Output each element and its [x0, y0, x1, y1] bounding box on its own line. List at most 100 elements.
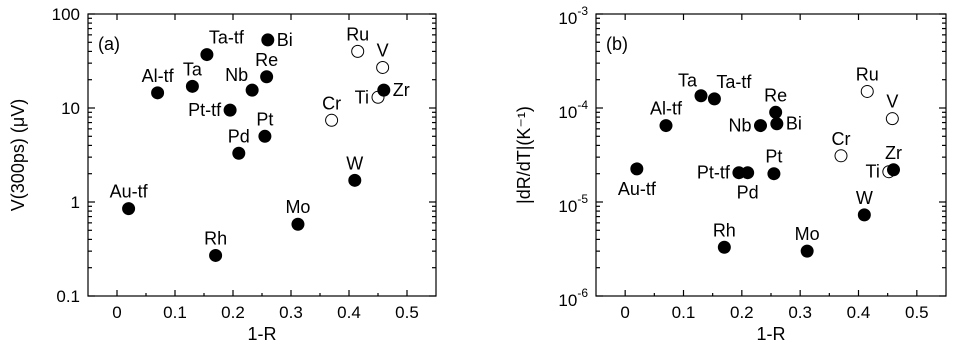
panel-a-x-tick-label: 0.3	[279, 303, 303, 322]
panel-a-point-pt	[258, 129, 272, 143]
panel-a-point-label-ru: Ru	[346, 24, 369, 44]
panel-b-x-tick-label: 0.4	[847, 303, 871, 322]
panel-a-point-label-w: W	[346, 153, 363, 173]
panel-b-x-axis-label: 1-R	[756, 324, 785, 344]
panel-b-point-bi	[770, 117, 784, 131]
panel-a-point-nb	[245, 83, 259, 97]
panel-b-x-tick-label: 0.3	[788, 303, 812, 322]
panel-b-point-label-bi: Bi	[786, 114, 802, 134]
panel-a-point-bi	[261, 33, 275, 47]
panel-a-point-ta	[185, 79, 199, 93]
panel-b-point-label-ti: Ti	[866, 162, 880, 182]
panel-b-point-zr	[887, 163, 900, 177]
panel-b-point-mo	[800, 244, 814, 258]
panel-b-chart: 0 0.1 0.2 0.3 0.4 0.510-610-510-410-31-R|dR/d…	[514, 4, 947, 344]
panel-b-point-pt	[767, 167, 781, 181]
panel-b-point-rh	[717, 240, 731, 254]
panel-a-point-pd	[232, 146, 246, 160]
panel-a-point-label-bi: Bi	[277, 30, 293, 50]
panel-a-x-tick-label: 0.1	[163, 303, 187, 322]
panel-b-x-tick-label: 0.2	[730, 303, 754, 322]
panel-a-point-pt-tf	[223, 103, 237, 117]
panel-b-point-ta	[694, 89, 708, 103]
panel-b-point-au-tf	[630, 162, 644, 176]
panel-a-point-cr	[325, 113, 339, 127]
panel-b-point-v	[885, 112, 899, 126]
panel-b-panel-label: (b)	[606, 34, 628, 54]
panel-a-x-tick-label: 0	[112, 303, 121, 322]
panel-b-y-tick-label-base: 10	[558, 9, 577, 28]
panel-b-point-re	[769, 105, 783, 119]
panel-a-y-tick-label: 10	[61, 99, 80, 118]
panel-b-y-tick-label-exp: -6	[577, 286, 588, 300]
panel-a-point-label-au-tf: Au-tf	[110, 182, 149, 202]
panel-a-point-rh	[209, 248, 223, 262]
panel-a-x-tick-label: 0.2	[221, 303, 245, 322]
panel-b-point-label-zr: Zr	[885, 143, 902, 163]
panel-a-point-re	[260, 70, 274, 84]
panel-a-point-w	[348, 173, 362, 187]
panel-b-point-label-ta-tf: Ta-tf	[716, 72, 752, 92]
panel-b-y-tick-label-base: 10	[558, 197, 577, 216]
panel-a-y-axis-label: V(300ps) (μV)	[8, 99, 28, 211]
panel-b-point-label-cr: Cr	[832, 129, 851, 149]
panel-b-x-tick-label: 0.5	[905, 303, 929, 322]
panel-b-y-axis-label: |dR/dT|(K⁻¹)	[514, 106, 534, 204]
panel-b-y-tick-label-base: 10	[558, 291, 577, 310]
panel-b-y-tick-label-exp: -5	[577, 192, 588, 206]
panel-b-point-label-v: V	[886, 92, 898, 112]
panel-b-y-tick-label-exp: -3	[577, 4, 588, 18]
panel-a-point-label-ta: Ta	[183, 59, 203, 79]
panel-b-point-label-mo: Mo	[795, 224, 820, 244]
panel-b-y-tick-label: 10-3	[558, 4, 588, 28]
panel-a-point-zr	[377, 83, 391, 97]
panel-b-point-w	[857, 208, 871, 222]
panel-b-point-al-tf	[659, 119, 673, 133]
panel-a-point-ru	[351, 44, 365, 58]
panel-b-y-tick-label: 10-4	[558, 98, 588, 122]
panel-a-panel-label: (a)	[98, 34, 120, 54]
panel-a-point-label-pt: Pt	[256, 109, 273, 129]
panel-a-y-tick-label: 100	[52, 5, 80, 24]
panel-b-point-label-re: Re	[764, 85, 787, 105]
panel-b-point-nb	[754, 119, 767, 133]
panel-b-point-label-ta: Ta	[678, 71, 698, 91]
panel-b-point-label-ru: Ru	[856, 64, 879, 84]
panel-b-point-label-pt-tf: Pt-tf	[697, 163, 731, 183]
panel-b-point-label-nb: Nb	[728, 116, 751, 136]
panel-b-y-tick-label-exp: -4	[577, 98, 588, 112]
panel-a-point-label-zr: Zr	[393, 80, 410, 100]
panel-a-x-tick-label: 0.5	[395, 303, 419, 322]
panel-b-point-label-rh: Rh	[713, 220, 736, 240]
panel-b-point-ru	[860, 84, 874, 98]
panel-b-point-pd	[741, 166, 755, 180]
panel-a-point-label-re: Re	[255, 50, 278, 70]
panel-a-point-label-al-tf: Al-tf	[142, 66, 175, 86]
panel-a-point-label-rh: Rh	[204, 228, 227, 248]
panel-a-point-au-tf	[122, 202, 136, 216]
panel-a-point-label-pt-tf: Pt-tf	[188, 100, 222, 120]
panel-a-y-tick-label: 0.1	[56, 287, 80, 306]
panel-a-point-label-mo: Mo	[285, 197, 310, 217]
panel-b-y-tick-label-base: 10	[558, 103, 577, 122]
panel-b-point-label-al-tf: Al-tf	[650, 99, 683, 119]
panel-b-point-ta-tf	[707, 92, 721, 106]
panel-b-x-tick-label: 0.1	[672, 303, 696, 322]
panel-b-y-tick-label: 10-5	[558, 192, 588, 216]
panel-b-y-tick-label: 10-6	[558, 286, 588, 310]
panel-b-point-label-w: W	[856, 188, 873, 208]
panel-a-y-tick-label: 1	[71, 193, 80, 212]
panel-b-point-label-pd: Pd	[737, 183, 759, 203]
panel-b-point-label-pt: Pt	[765, 147, 782, 167]
panel-a-point-ta-tf	[200, 48, 214, 62]
panel-a-point-label-ta-tf: Ta-tf	[209, 28, 245, 48]
panel-a-point-v	[376, 60, 390, 74]
panel-a-point-label-v: V	[377, 40, 389, 60]
panel-a-point-label-nb: Nb	[225, 65, 248, 85]
panel-a-point-mo	[291, 217, 305, 231]
panel-a-point-label-cr: Cr	[322, 93, 341, 113]
panel-a-point-al-tf	[151, 86, 165, 100]
panel-b-x-tick-label: 0	[620, 303, 629, 322]
panel-b-point-label-au-tf: Au-tf	[618, 179, 657, 199]
